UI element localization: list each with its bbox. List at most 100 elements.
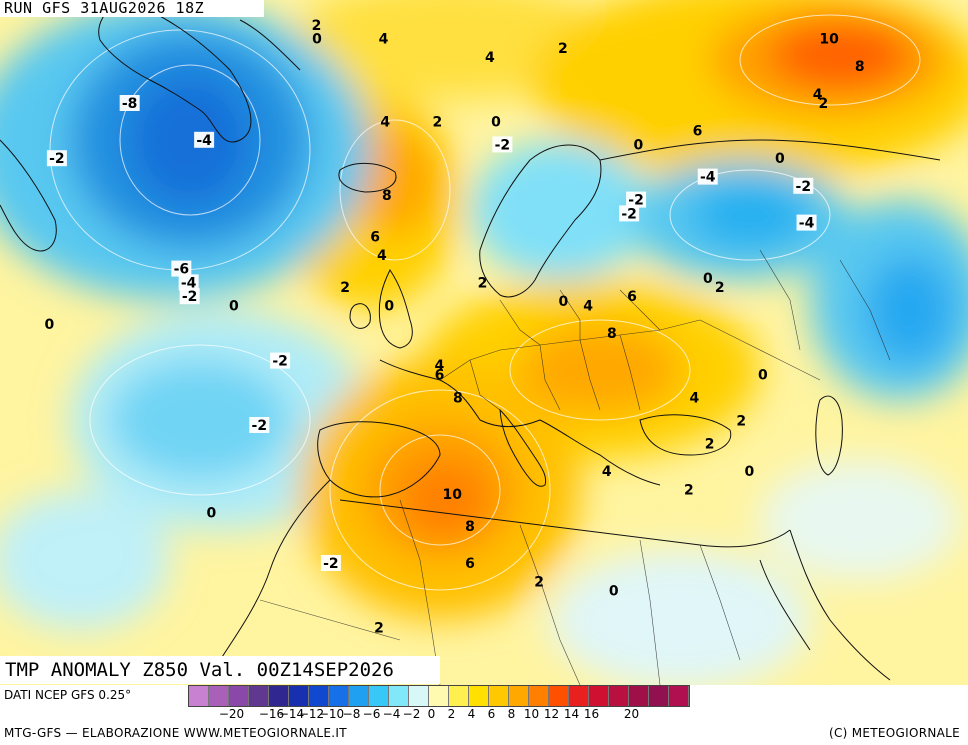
scale-tick-label: 6 bbox=[487, 707, 496, 721]
contour-label: -2 bbox=[793, 177, 814, 195]
contour-label: -2 bbox=[179, 288, 200, 305]
scale-swatch bbox=[609, 686, 629, 706]
scale-tick-label: 20 bbox=[623, 707, 640, 721]
contour-label: 6 bbox=[465, 556, 475, 572]
contour-label: -6 bbox=[171, 260, 192, 278]
svg-text:8: 8 bbox=[465, 519, 475, 535]
contour-label: 4 bbox=[583, 298, 593, 314]
contour-label: 2 bbox=[684, 482, 694, 498]
svg-text:6: 6 bbox=[465, 556, 475, 572]
contour-label: -4 bbox=[178, 274, 199, 291]
scale-swatch bbox=[489, 686, 509, 706]
scale-tick-label: −10 bbox=[318, 707, 345, 721]
map-title: TMP ANOMALY Z850 Val. 00Z14SEP2026 bbox=[0, 656, 440, 684]
svg-text:-2: -2 bbox=[252, 418, 268, 434]
svg-text:2: 2 bbox=[715, 280, 725, 296]
contour-label: 2 bbox=[340, 280, 350, 296]
contour-label: 2 bbox=[374, 620, 384, 636]
contour-label: 0 bbox=[491, 114, 501, 130]
svg-text:-4: -4 bbox=[700, 170, 716, 186]
svg-text:-2: -2 bbox=[796, 179, 812, 195]
scale-swatch bbox=[429, 686, 449, 706]
svg-text:0: 0 bbox=[491, 114, 501, 130]
contour-label: 2 bbox=[819, 96, 829, 112]
scale-tick-label: −6 bbox=[362, 707, 381, 721]
svg-text:6: 6 bbox=[435, 367, 445, 383]
svg-text:0: 0 bbox=[745, 464, 755, 480]
scale-tick-label: −16 bbox=[258, 707, 285, 721]
data-source: DATI NCEP GFS 0.25° bbox=[4, 688, 132, 702]
svg-text:10: 10 bbox=[819, 32, 839, 48]
svg-text:4: 4 bbox=[583, 298, 593, 314]
svg-text:2: 2 bbox=[340, 280, 350, 296]
svg-text:2: 2 bbox=[684, 482, 694, 498]
scale-swatch bbox=[409, 686, 429, 706]
svg-text:-4: -4 bbox=[181, 275, 197, 291]
coastlines bbox=[0, 0, 941, 681]
svg-text:8: 8 bbox=[382, 188, 392, 204]
anomaly-map: 2 0 4 4 2 10 8 -8 -4 -2 4 2 0 -2 4 2 6 0 0 8 -4 -2 -2 -2 -4 6 4 -6-… bbox=[0, 0, 968, 685]
contour-label: 4 bbox=[435, 358, 445, 374]
scale-swatch bbox=[529, 686, 549, 706]
svg-text:4: 4 bbox=[379, 32, 389, 48]
contour-label: 0 bbox=[703, 271, 713, 287]
contour-label: 4 bbox=[379, 32, 389, 48]
contour-label: 2 bbox=[433, 114, 443, 130]
contour-label: -2 bbox=[492, 136, 513, 153]
contour-label: 8 bbox=[453, 390, 463, 406]
svg-text:0: 0 bbox=[207, 505, 217, 521]
svg-text:0: 0 bbox=[758, 367, 768, 383]
scale-swatch bbox=[569, 686, 589, 706]
svg-text:4: 4 bbox=[602, 464, 612, 480]
scale-tick-label: 12 bbox=[543, 707, 560, 721]
contour-label: 4 bbox=[380, 114, 390, 130]
scale-tick-label: 4 bbox=[467, 707, 476, 721]
scale-tick-label: −4 bbox=[382, 707, 401, 721]
contour-label: -2 bbox=[249, 417, 270, 434]
svg-text:8: 8 bbox=[607, 326, 617, 342]
scale-swatch bbox=[649, 686, 669, 706]
scale-tick-label: 0 bbox=[427, 707, 436, 721]
svg-text:-2: -2 bbox=[323, 556, 339, 572]
scale-tick-label: 16 bbox=[583, 707, 600, 721]
svg-text:-2: -2 bbox=[49, 151, 65, 167]
contour-label: 2 bbox=[478, 275, 488, 291]
contour-label: 4 bbox=[690, 390, 700, 406]
svg-text:-4: -4 bbox=[799, 216, 815, 232]
scale-tick-label: 14 bbox=[563, 707, 580, 721]
contour-label: 0 bbox=[609, 584, 619, 600]
svg-text:2: 2 bbox=[736, 413, 746, 429]
svg-text:-2: -2 bbox=[182, 289, 198, 305]
contour-label: 2 bbox=[705, 436, 715, 452]
contour-label: 0 bbox=[775, 151, 785, 167]
svg-text:4: 4 bbox=[435, 358, 445, 374]
contour-label: 4 bbox=[485, 50, 495, 66]
scale-tick-label: −14 bbox=[278, 707, 305, 721]
contour-label: 2 bbox=[534, 574, 544, 590]
contour-label: 0 bbox=[634, 137, 644, 153]
scale-swatch bbox=[209, 686, 229, 706]
svg-text:-2: -2 bbox=[272, 354, 288, 370]
svg-text:0: 0 bbox=[703, 271, 713, 287]
svg-text:0: 0 bbox=[609, 584, 619, 600]
scale-swatch bbox=[369, 686, 389, 706]
contour-label: 8 bbox=[465, 519, 475, 535]
footer-copyright: (C) METEOGIORNALE bbox=[828, 726, 960, 740]
svg-text:4: 4 bbox=[485, 50, 495, 66]
svg-text:-2: -2 bbox=[621, 206, 637, 222]
contour-label: 8 bbox=[607, 326, 617, 342]
contour-label: 0 bbox=[312, 32, 322, 48]
run-header: RUN GFS 31AUG2026 18Z bbox=[0, 0, 264, 17]
footer-credit: MTG-GFS — ELABORAZIONE WWW.METEOGIORNALE… bbox=[4, 726, 347, 740]
contour-label: 8 bbox=[382, 188, 392, 204]
scale-tick-label: −20 bbox=[218, 707, 245, 721]
contour-label: -8 bbox=[119, 95, 140, 112]
svg-text:2: 2 bbox=[312, 18, 322, 34]
scale-swatch bbox=[469, 686, 489, 706]
scale-tick-label: −2 bbox=[402, 707, 421, 721]
color-scale-bar bbox=[188, 685, 690, 707]
svg-text:0: 0 bbox=[312, 32, 322, 48]
contour-label: 2 bbox=[558, 41, 568, 57]
svg-text:2: 2 bbox=[433, 114, 443, 130]
